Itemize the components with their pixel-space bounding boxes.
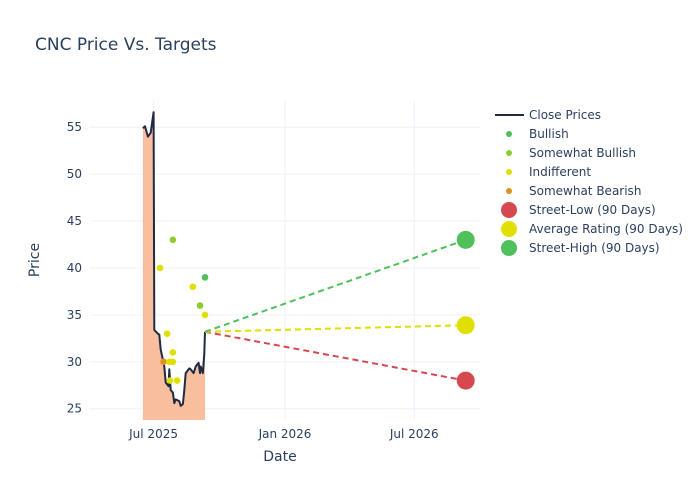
street-low-target-line <box>204 330 466 382</box>
rating-point-indifferent <box>163 330 171 337</box>
legend-label: Close Prices <box>529 108 601 122</box>
x-tick-label: Jan 2026 <box>258 427 312 441</box>
legend-item-somewhat-bullish: Somewhat Bullish <box>506 146 636 160</box>
legend-item-somewhat-bearish: Somewhat Bearish <box>506 184 641 198</box>
legend-marker-icon <box>506 169 512 175</box>
y-axis-title: Price <box>27 243 43 277</box>
close-price-line <box>142 111 206 407</box>
y-tick-label: 40 <box>67 261 82 275</box>
legend-label: Street-Low (90 Days) <box>529 203 656 217</box>
legend-item-close: Close Prices <box>495 108 601 122</box>
x-tick-label: Jul 2025 <box>128 427 178 441</box>
rating-point-indifferent <box>166 377 174 384</box>
rating-point-indifferent <box>189 283 197 291</box>
rating-point-somewhat-bullish <box>196 302 204 309</box>
rating-point-indifferent <box>201 311 209 319</box>
legend-label: Street-High (90 Days) <box>529 241 660 255</box>
legend-label: Bullish <box>529 127 569 141</box>
street-high-target-point <box>456 230 475 249</box>
x-axis-title: Date <box>263 449 296 465</box>
rating-point-somewhat-bearish <box>160 358 167 366</box>
rating-point-indifferent <box>173 377 181 384</box>
y-tick-label: 55 <box>67 120 82 134</box>
rating-point-bullish <box>201 274 209 281</box>
legend-item-bullish: Bullish <box>506 127 569 141</box>
legend-marker-icon <box>506 188 512 194</box>
legend-marker-icon <box>501 202 517 218</box>
y-tick-label: 25 <box>67 402 82 416</box>
legend-label: Somewhat Bearish <box>529 184 641 198</box>
rating-point-indifferent <box>169 358 177 366</box>
y-tick-label: 35 <box>67 308 82 322</box>
y-tick-label: 50 <box>67 167 82 181</box>
legend-label: Somewhat Bullish <box>529 146 636 160</box>
plot-area <box>142 111 475 420</box>
legend-marker-icon <box>501 221 517 237</box>
close-price-area <box>142 112 205 420</box>
legend-item-indifferent: Indifferent <box>506 165 591 179</box>
average-rating-target-line <box>204 324 466 333</box>
legend-marker-icon <box>506 150 512 156</box>
legend-marker-icon <box>501 240 517 256</box>
rating-point-somewhat-bullish <box>169 236 177 244</box>
axes: 25 30 35 40 45 50 55 Jul 2025 Jan 2026 Jul 2026 <box>67 120 439 441</box>
y-tick-label: 30 <box>67 355 82 369</box>
x-tick-label: Jul 2026 <box>389 427 439 441</box>
legend-marker-icon <box>506 131 512 137</box>
legend-label: Average Rating (90 Days) <box>529 222 683 236</box>
rating-point-indifferent <box>156 264 164 272</box>
street-high-target-line <box>204 238 467 333</box>
rating-point-indifferent <box>169 349 177 356</box>
chart-title: CNC Price Vs. Targets <box>35 35 217 55</box>
legend: Close Prices Bullish Somewhat Bullish Indif… <box>495 108 683 256</box>
legend-item-street-low: Street-Low (90 Days) <box>501 202 656 218</box>
legend-label: Indifferent <box>529 165 591 179</box>
street-low-target-point <box>456 371 475 390</box>
legend-item-average: Average Rating (90 Days) <box>501 221 683 237</box>
legend-item-street-high: Street-High (90 Days) <box>501 240 660 256</box>
average-rating-target-point <box>456 316 475 335</box>
y-tick-label: 45 <box>67 214 82 228</box>
